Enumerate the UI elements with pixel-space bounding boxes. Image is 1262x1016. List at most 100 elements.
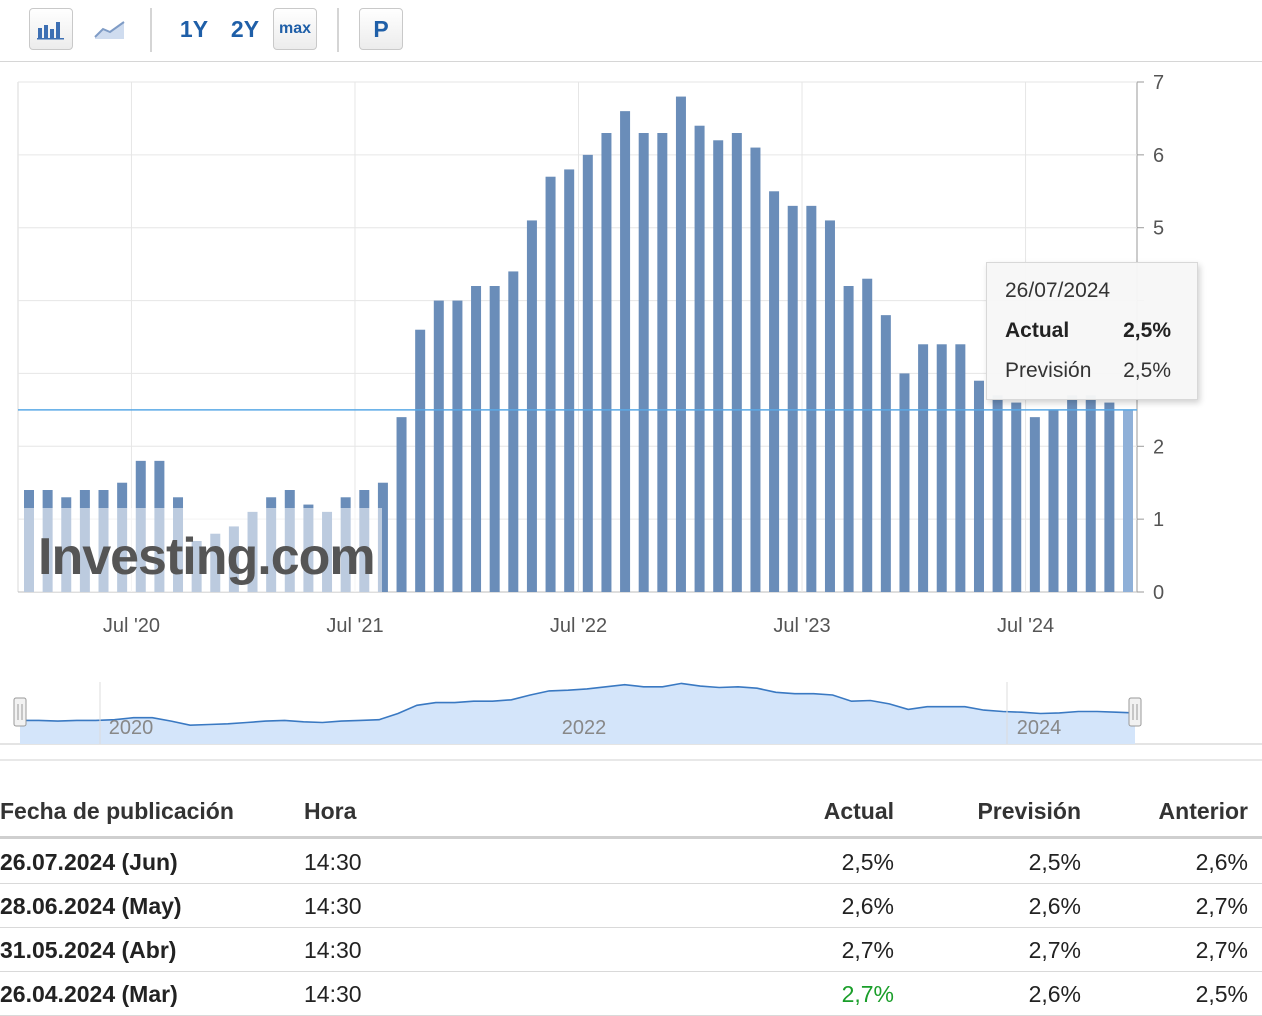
y-tick-label: 7 [1153,72,1164,94]
chart-bar [731,133,742,592]
line-chart-button[interactable] [88,8,132,50]
range-1y-label: 1Y [179,15,209,42]
y-tick-label: 5 [1153,218,1164,240]
chart-bar [992,395,1003,592]
table-header: Fecha de publicación Hora Actual Previsi… [0,780,1262,839]
header-forecast[interactable]: Previsión [977,798,1081,824]
chart-bar [936,344,947,592]
row-date: 28.06.2024 (May) [0,893,182,919]
range-max-button[interactable]: max [273,8,317,50]
table-row: 26.07.2024 (Jun) 14:30 2,5% 2,5% 2,6% [0,839,1262,884]
range-2y-button[interactable]: 2Y [223,8,267,50]
toolbar-divider [0,61,1262,62]
bar-chart-icon [37,22,64,40]
y-tick-label: 1 [1153,509,1164,531]
chart-bar [433,300,444,592]
chart-navigator[interactable]: 2020 2022 2024 [0,660,1262,770]
chart-bar [675,96,686,593]
chart-bar [1104,402,1115,592]
chart-bar [489,286,500,592]
chart-bar [1085,395,1096,592]
tooltip-forecast-label: Previsión [1005,359,1092,382]
row-forecast: 2,5% [1028,849,1081,875]
chart-bar [1123,409,1133,592]
y-tick-label: 6 [1153,145,1164,167]
row-forecast: 2,6% [1028,981,1081,1007]
navigator-handle[interactable] [13,697,27,727]
chart-bar [843,286,854,592]
tooltip-actual-row: Actual 2,5% [1005,319,1171,343]
navigator-handle[interactable] [1128,697,1142,727]
row-previous: 2,5% [1195,981,1248,1007]
header-actual[interactable]: Actual [823,798,894,824]
row-forecast: 2,7% [1028,937,1081,963]
navigator-year-label: 2020 [109,717,154,739]
navigator-line [20,682,1136,727]
row-previous: 2,7% [1195,937,1248,963]
toolbar-separator [337,8,339,52]
handle-grip [1128,697,1142,727]
p-button[interactable]: P [359,8,403,50]
chart-bar [508,271,519,592]
watermark-backdrop [24,508,382,592]
chart-bar [545,176,556,592]
x-tick-label: Jul '23 [773,615,830,637]
chart-bar [973,380,984,592]
chart-bar [750,147,761,593]
chart-bar [377,482,388,592]
chart-bar [638,133,649,592]
row-previous: 2,6% [1195,849,1248,875]
range-2y-label: 2Y [230,15,260,42]
chart-tooltip: 26/07/2024 Actual 2,5% Previsión 2,5% [986,262,1198,400]
chart-bar [880,315,891,592]
range-max-label: max [278,20,312,37]
header-date[interactable]: Fecha de publicación [0,798,234,824]
handle-grip [13,697,27,727]
chart-bar [620,111,631,593]
chart-bar [396,417,407,592]
row-time: 14:30 [304,893,362,919]
row-previous: 2,7% [1195,893,1248,919]
chart-bar [582,154,593,592]
chart-bar [415,329,426,592]
row-time: 14:30 [304,981,362,1007]
watermark-logo: Investing.com [38,528,375,586]
chart-bar [713,140,724,593]
chart-bar [899,373,910,592]
row-date: 26.04.2024 (Mar) [0,981,178,1007]
tooltip-forecast-value: 2,5% [1123,359,1171,382]
row-forecast: 2,6% [1028,893,1081,919]
navigator-year-label: 2022 [562,717,607,739]
chart-bar [471,286,482,592]
table-row: 31.05.2024 (Abr) 14:30 2,7% 2,7% 2,7% [0,927,1262,972]
range-1y-button[interactable]: 1Y [172,8,216,50]
chart-bar [918,344,929,592]
bar-chart-button[interactable] [29,8,73,50]
main-chart[interactable]: Investing.com 0 1 2 5 6 7 Jul '20 Jul '21 Jul '… [0,0,1262,650]
row-actual: 2,6% [841,893,894,919]
chart-bar [657,133,668,592]
row-time: 14:30 [304,849,362,875]
chart-bar [824,220,835,592]
header-previous[interactable]: Anterior [1158,798,1248,824]
chart-bar [694,125,705,592]
chart-bar [1048,409,1059,592]
row-actual: 2,7% [841,937,894,963]
chart-bar [1011,402,1022,592]
table-row: 26.04.2024 (Mar) 14:30 2,7% 2,6% 2,5% [0,971,1262,1016]
p-button-label: P [373,15,389,42]
row-actual: 2,5% [841,849,894,875]
chart-toolbar: 1Y 2Y max P [0,0,1262,60]
x-tick-label: Jul '24 [997,615,1054,637]
chart-bar [564,169,575,592]
row-date: 26.07.2024 (Jun) [0,849,178,875]
tooltip-date: 26/07/2024 [1005,279,1111,302]
chart-bar [1029,417,1040,592]
chart-bar [862,278,873,592]
x-tick-label: Jul '22 [550,615,607,637]
header-time[interactable]: Hora [304,798,357,824]
row-date: 31.05.2024 (Abr) [0,937,177,963]
row-time: 14:30 [304,937,362,963]
navigator-area [20,683,1135,744]
toolbar-separator [150,8,152,52]
